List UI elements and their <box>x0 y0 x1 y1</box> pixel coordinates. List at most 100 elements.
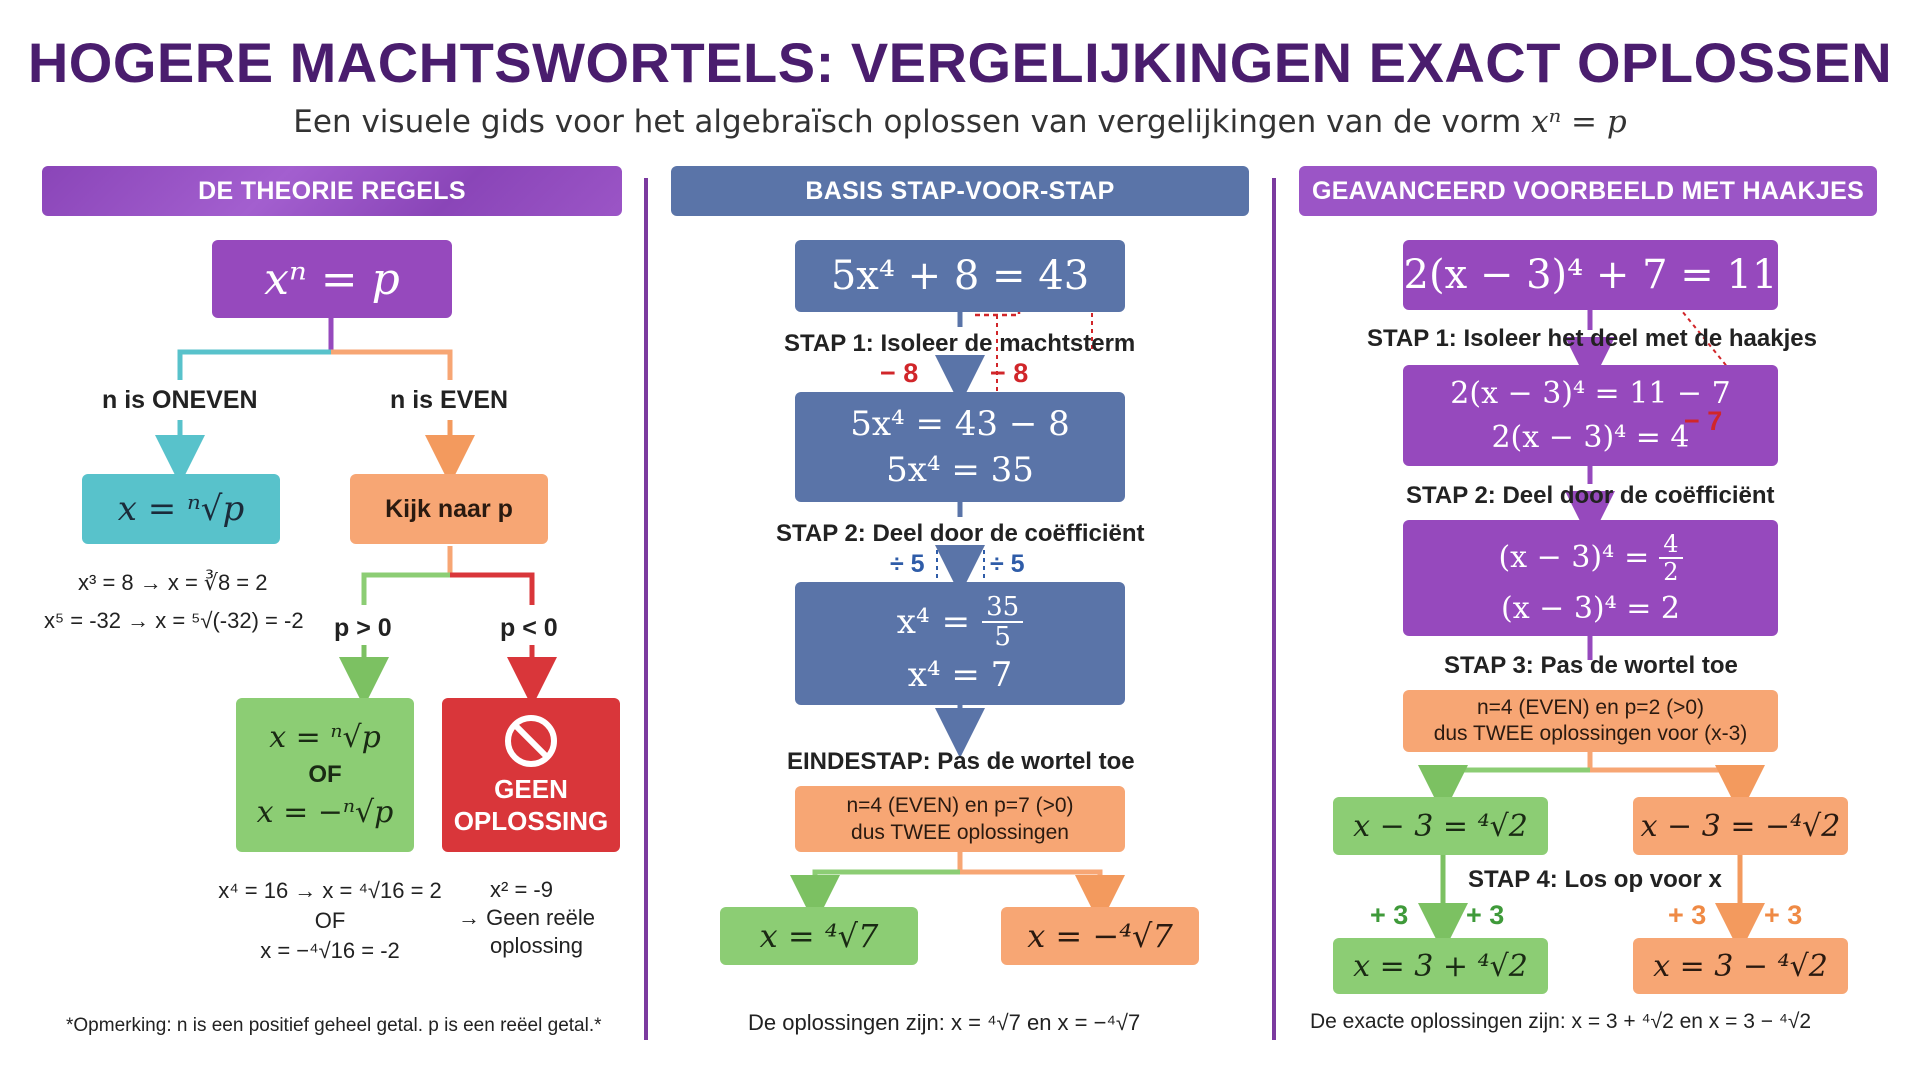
basic-solution-positive-text: x = ⁴√7 <box>759 917 879 955</box>
basic-step2-fraction: 35 5 <box>982 593 1024 652</box>
basic-step1-line1: 5x⁴ = 43 − 8 <box>850 401 1070 447</box>
even-positive-example-or: OF <box>314 908 346 933</box>
even-negative-example-3: oplossing <box>490 933 583 958</box>
advanced-step2-box: (x − 3)⁴ = 4 2 (x − 3)⁴ = 2 <box>1403 520 1778 636</box>
advanced-eq-highlight: 7 <box>1642 252 1668 298</box>
basic-step2-eq: = <box>941 601 971 642</box>
advanced-step2-lhs: (x − 3)⁴ <box>1498 540 1615 575</box>
positive-solution-line2: x = −ⁿ√p <box>256 795 394 830</box>
column-divider-left <box>644 178 648 1040</box>
basic-step2-box: x⁴ = 35 5 x⁴ = 7 <box>795 582 1125 705</box>
advanced-step2-line2: (x − 3)⁴ = 2 <box>1501 590 1680 626</box>
advanced-step2-fraction: 4 2 <box>1659 531 1683 586</box>
basic-final-box-line1: n=4 (EVEN) en p=7 (>0) <box>846 794 1074 817</box>
advanced-plus3-d: + 3 <box>1764 900 1803 930</box>
advanced-minus7: − 7 <box>1684 406 1723 436</box>
branch-even-label: n is EVEN <box>390 386 509 414</box>
basic-step1-label: STAP 1: Isoleer de machtsterm <box>784 330 1136 357</box>
positive-solution-or: OF <box>308 761 342 788</box>
positive-solution-line1: x = ⁿ√p <box>269 720 381 755</box>
theory-top-equation: xⁿ = p <box>212 240 452 318</box>
odd-result-box: x = ⁿ√p <box>82 474 280 544</box>
advanced-step1-label: STAP 1: Isoleer het deel met de haakjes <box>1367 325 1817 352</box>
odd-result-text: x = ⁿ√p <box>117 489 245 529</box>
odd-example-1: x³ = 8 → x = ∛8 = 2 <box>78 570 268 595</box>
advanced-plus3-b: + 3 <box>1466 900 1505 930</box>
advanced-branch-negative-text: x − 3 = −⁴√2 <box>1640 808 1841 844</box>
basic-div-right: ÷ 5 <box>990 550 1025 578</box>
advanced-start-equation: 2(x − 3)⁴ + 7 = 11 <box>1403 240 1778 310</box>
advanced-step2-num: 4 <box>1659 531 1683 559</box>
basic-final-box: n=4 (EVEN) en p=7 (>0) dus TWEE oplossin… <box>795 786 1125 852</box>
basic-final-step-label: EINDESTAP: Pas de wortel toe <box>787 748 1135 775</box>
basic-banner-label: BASIS STAP-VOOR-STAP <box>805 176 1115 205</box>
advanced-step3-label: STAP 3: Pas de wortel toe <box>1444 652 1738 679</box>
no-solution-line2: OPLOSSING <box>453 806 609 836</box>
no-solution-line1: GEEN <box>494 774 568 804</box>
advanced-step1-line2: 2(x − 3)⁴ = 4 <box>1491 419 1690 455</box>
basic-start-equation: 5x⁴ + 8 = 43 <box>795 240 1125 312</box>
basic-step1-line1-left: 5x⁴ = <box>850 404 944 444</box>
odd-example-2: x⁵ = -32 → x = ⁵√(-32) = -2 <box>44 608 304 633</box>
advanced-step3-box-line1: n=4 (EVEN) en p=2 (>0) <box>1476 696 1705 719</box>
even-negative-example-2: → Geen reële <box>458 905 595 930</box>
advanced-step3-box-line2: dus TWEE oplossingen voor (x-3) <box>1433 722 1748 745</box>
even-negative-example: x² = -9 → Geen reële oplossing <box>458 876 618 960</box>
basic-solution-positive: x = ⁴√7 <box>720 907 918 965</box>
advanced-final-positive: x = 3 + ⁴√2 <box>1333 938 1548 994</box>
subtitle-text: Een visuele gids voor het algebraïsch op… <box>293 104 1522 140</box>
advanced-branch-negative: x − 3 = −⁴√2 <box>1633 797 1848 855</box>
basic-minus-left: − 8 <box>880 358 919 388</box>
even-positive-example: x⁴ = 16 → x = ⁴√16 = 2 OF x = −⁴√16 = -2 <box>210 876 450 966</box>
basic-minus-right: − 8 <box>990 358 1029 388</box>
basic-div-left: ÷ 5 <box>890 550 925 578</box>
basic-final-box-line2: dus TWEE oplossingen <box>851 821 1069 844</box>
even-check-box: Kijk naar p <box>350 474 548 544</box>
theory-banner: DE THEORIE REGELS <box>42 166 622 216</box>
subtitle-math: xⁿ = p <box>1531 104 1627 140</box>
advanced-final-negative-text: x = 3 − ⁴√2 <box>1653 948 1828 984</box>
advanced-step2-fraction-row: (x − 3)⁴ = 4 2 <box>1498 531 1683 586</box>
p-positive-label: p > 0 <box>334 614 392 642</box>
prohibited-icon <box>505 715 557 767</box>
basic-solution-negative-text: x = −⁴√7 <box>1027 917 1173 955</box>
basic-eq-pre: 5x⁴ + <box>830 253 954 299</box>
basic-step1-box: 5x⁴ = 43 − 8 5x⁴ = 35 <box>795 392 1125 502</box>
advanced-step1-line1: 2(x − 3)⁴ = 11 − 7 <box>1450 375 1731 411</box>
branch-odd-label: n is ONEVEN <box>102 386 258 414</box>
even-positive-example-2: x = −⁴√16 = -2 <box>260 938 400 963</box>
advanced-banner-label: GEAVANCEERD VOORBEELD MET HAAKJES <box>1311 176 1865 205</box>
advanced-eq-pre: 2(x − 3)⁴ + <box>1403 252 1643 298</box>
advanced-step2-den: 2 <box>1663 557 1679 586</box>
theory-top-text: xⁿ = p <box>264 253 400 305</box>
advanced-conclusion: De exacte oplossingen zijn: x = 3 + ⁴√2 … <box>1310 1010 1812 1033</box>
positive-solution-box: x = ⁿ√p OF x = −ⁿ√p <box>236 698 414 852</box>
p-negative-label: p < 0 <box>500 614 558 642</box>
basic-step2-label: STAP 2: Deel door de coëfficiënt <box>776 520 1145 547</box>
basic-eq-highlight: 8 <box>953 253 980 299</box>
advanced-branch-positive: x − 3 = ⁴√2 <box>1333 797 1548 855</box>
basic-step1-line1-right: 43 − 8 <box>954 404 1070 444</box>
basic-step1-line2: 5x⁴ = 35 <box>886 450 1034 490</box>
advanced-step2-eq: = <box>1624 540 1650 575</box>
theory-footnote: *Opmerking: n is een positief geheel get… <box>66 1015 602 1036</box>
even-check-text: Kijk naar p <box>385 494 513 523</box>
advanced-plus3-c: + 3 <box>1668 900 1707 930</box>
basic-step2-den: 5 <box>994 621 1011 652</box>
basic-step2-num: 35 <box>982 593 1024 623</box>
advanced-step4-label: STAP 4: Los op voor x <box>1468 866 1722 893</box>
basic-step2-line2: x⁴ = 7 <box>907 654 1013 695</box>
advanced-step3-box: n=4 (EVEN) en p=2 (>0) dus TWEE oplossin… <box>1403 690 1778 752</box>
page-title: HOGERE MACHTSWORTELS: VERGELIJKINGEN EXA… <box>27 31 1893 94</box>
basic-step2-lhs: x⁴ <box>896 601 930 642</box>
advanced-branch-positive-text: x − 3 = ⁴√2 <box>1353 808 1528 844</box>
advanced-banner: GEAVANCEERD VOORBEELD MET HAAKJES <box>1299 166 1877 216</box>
no-solution-box: GEEN OPLOSSING <box>442 698 620 852</box>
even-negative-example-1: x² = -9 <box>490 877 553 902</box>
advanced-final-negative: x = 3 − ⁴√2 <box>1633 938 1848 994</box>
advanced-plus3-a: + 3 <box>1370 900 1409 930</box>
advanced-step2-label: STAP 2: Deel door de coëfficiënt <box>1406 482 1775 509</box>
column-divider-right <box>1272 178 1276 1040</box>
advanced-final-positive-text: x = 3 + ⁴√2 <box>1353 948 1528 984</box>
basic-solution-negative: x = −⁴√7 <box>1001 907 1199 965</box>
